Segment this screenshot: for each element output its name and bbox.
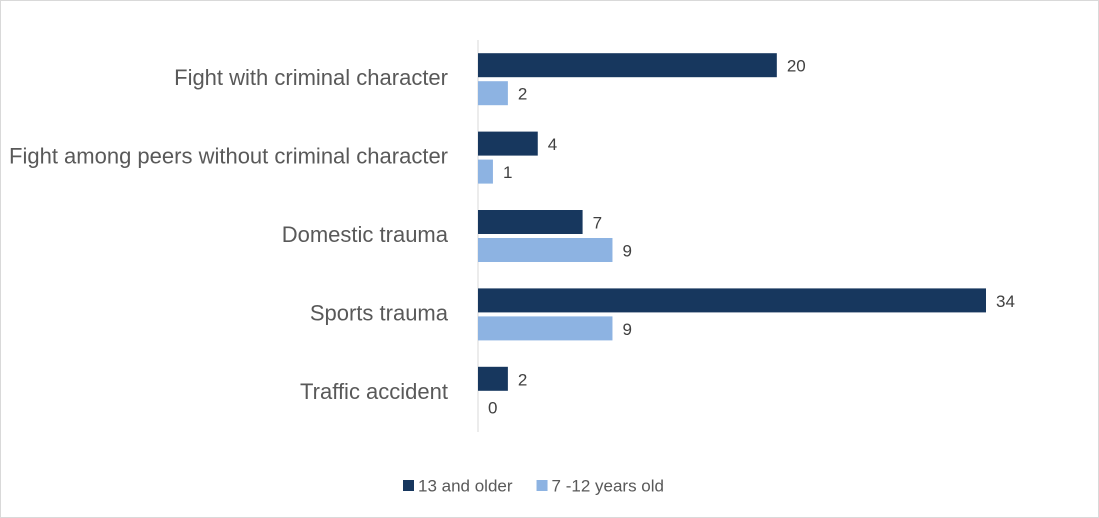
value-label: 0 — [488, 398, 497, 417]
legend-swatch — [536, 480, 548, 491]
legend-label: 13 and older — [418, 476, 513, 495]
category-label: Sports trauma — [310, 300, 449, 325]
value-label: 1 — [503, 163, 512, 182]
value-label: 4 — [548, 135, 557, 154]
bar — [478, 81, 508, 106]
bar — [478, 53, 777, 78]
value-label: 34 — [996, 292, 1015, 311]
bar — [478, 210, 583, 234]
value-label: 9 — [622, 241, 631, 260]
legend-label: 7 -12 years old — [552, 476, 664, 495]
bar — [478, 131, 538, 156]
category-label: Fight with criminal character — [174, 65, 448, 90]
legend-swatch — [403, 480, 414, 491]
category-label: Fight among peers without criminal chara… — [9, 143, 448, 168]
value-label: 9 — [622, 320, 631, 339]
category-label: Domestic trauma — [282, 222, 449, 247]
bar — [478, 366, 508, 391]
bar — [478, 238, 613, 262]
category-label: Traffic accident — [300, 379, 448, 404]
value-label: 2 — [518, 85, 527, 104]
bar — [478, 316, 613, 341]
bar — [478, 159, 493, 184]
value-label: 2 — [518, 370, 527, 389]
value-label: 7 — [593, 213, 602, 232]
bar — [478, 288, 986, 313]
value-label: 20 — [787, 57, 806, 76]
